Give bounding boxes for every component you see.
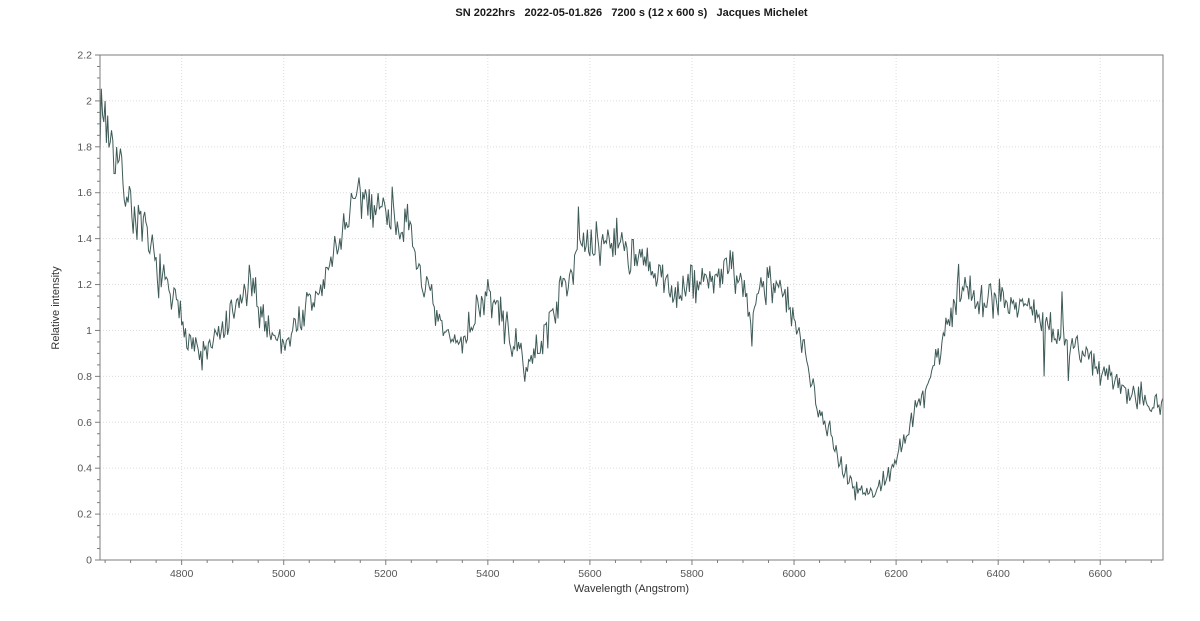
chart-title: SN 2022hrs 2022-05-01.826 7200 s (12 x 6… — [455, 7, 808, 19]
spectrum-line — [99, 88, 1164, 501]
svg-text:0.2: 0.2 — [77, 509, 92, 521]
x-axis-label: Wavelength (Angstrom) — [573, 583, 690, 595]
svg-text:6000: 6000 — [782, 568, 806, 580]
svg-text:6200: 6200 — [884, 568, 908, 580]
svg-text:2: 2 — [86, 95, 92, 107]
y-axis-tick-labels: 0 0.2 0.4 0.6 0.8 1 1.2 1.4 1.6 1.8 2 2.2 — [77, 50, 92, 567]
y-axis-label: Relative intensity — [50, 266, 62, 350]
svg-text:5000: 5000 — [272, 568, 296, 580]
svg-text:6600: 6600 — [1089, 568, 1113, 580]
svg-text:5400: 5400 — [476, 568, 500, 580]
svg-text:1.6: 1.6 — [77, 187, 92, 199]
svg-text:5600: 5600 — [578, 568, 602, 580]
svg-text:0.6: 0.6 — [77, 417, 92, 429]
svg-text:2.2: 2.2 — [77, 50, 92, 62]
x-axis-ticks — [104, 560, 1152, 565]
svg-text:0.8: 0.8 — [77, 371, 92, 383]
svg-text:0.4: 0.4 — [77, 463, 92, 475]
svg-text:4800: 4800 — [170, 568, 194, 580]
plot-border — [99, 54, 1164, 561]
svg-text:6400: 6400 — [986, 568, 1010, 580]
svg-text:1.4: 1.4 — [77, 233, 92, 245]
svg-text:1: 1 — [86, 325, 92, 337]
x-axis-tick-labels: 4800 5000 5200 5400 5600 5800 6000 6200 6400 6600 — [170, 568, 1112, 580]
svg-text:5200: 5200 — [374, 568, 398, 580]
y-axis-ticks — [95, 54, 100, 561]
grid-lines — [100, 55, 1163, 560]
svg-text:5800: 5800 — [680, 568, 704, 580]
svg-text:0: 0 — [86, 555, 92, 567]
svg-text:1.8: 1.8 — [77, 141, 92, 153]
svg-text:1.2: 1.2 — [77, 279, 92, 291]
